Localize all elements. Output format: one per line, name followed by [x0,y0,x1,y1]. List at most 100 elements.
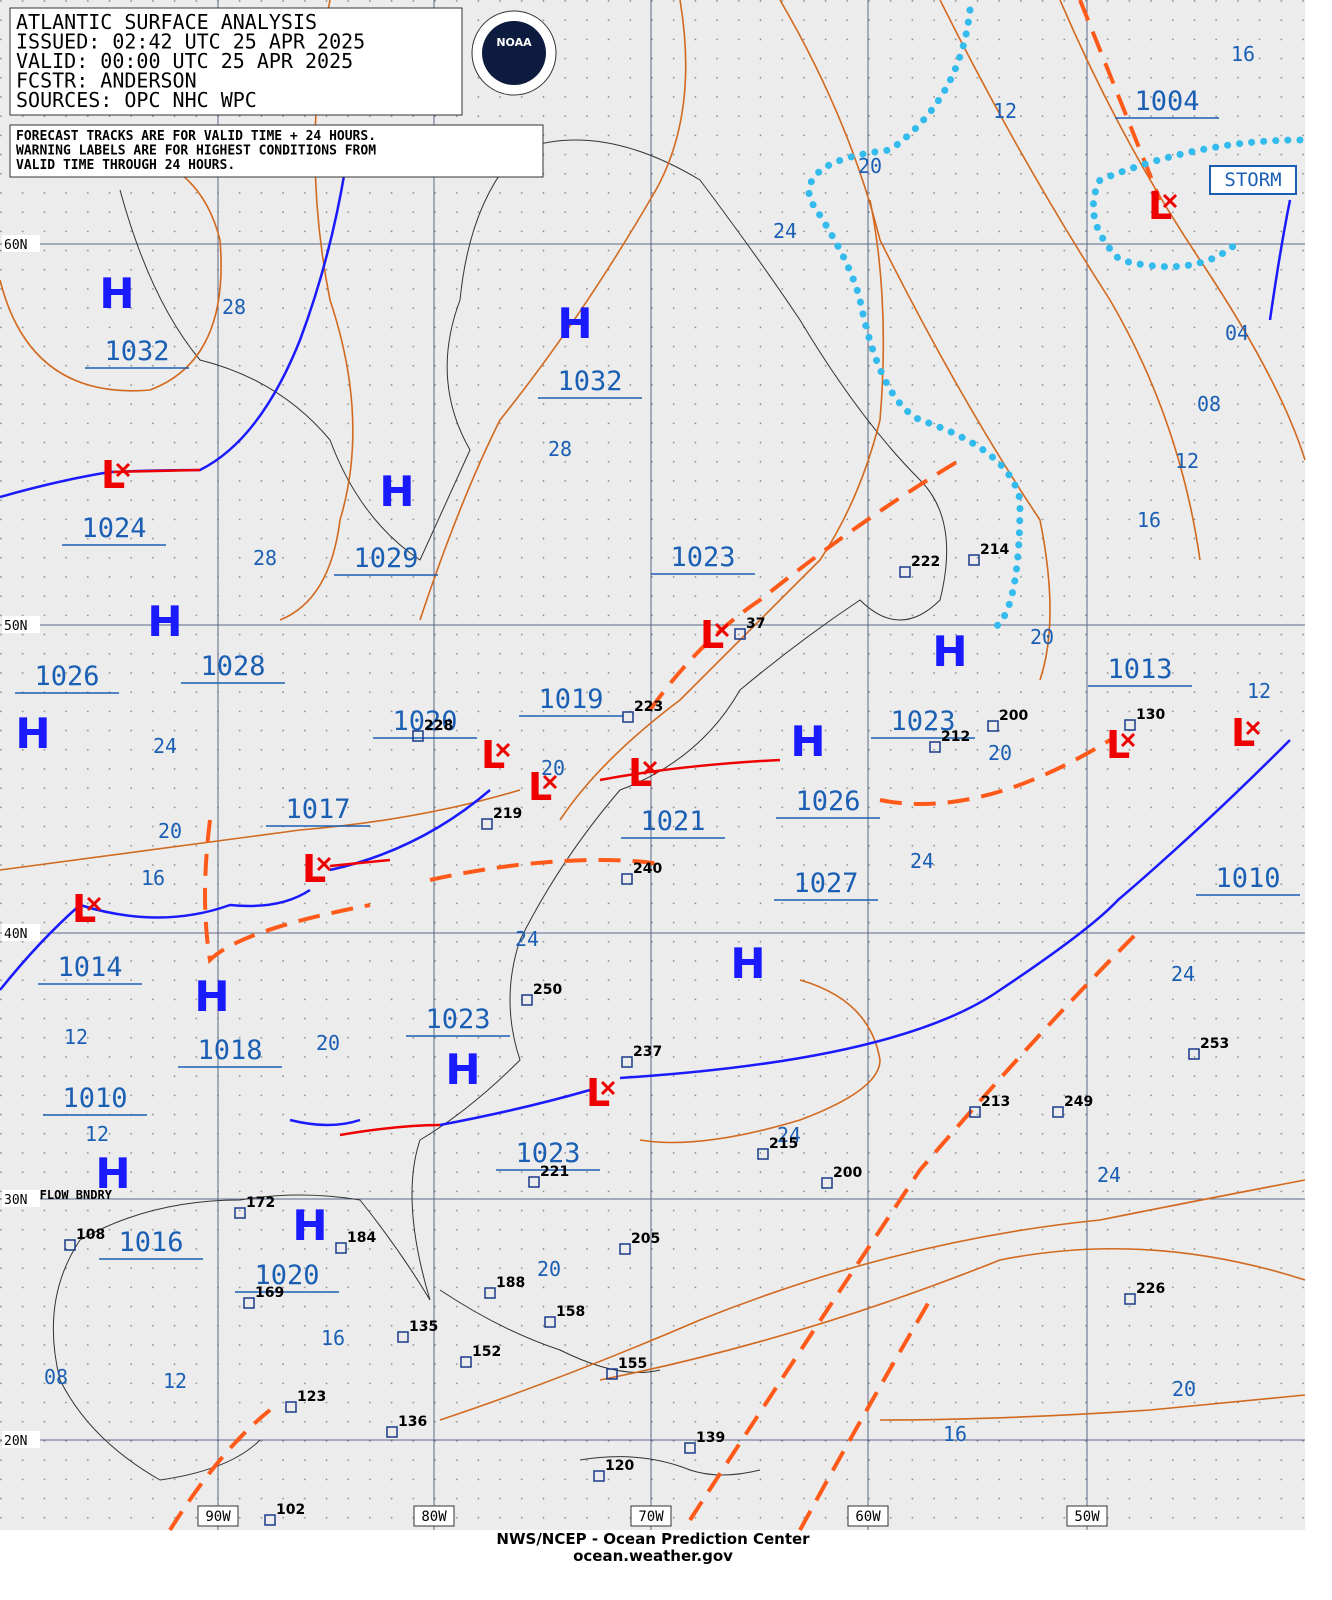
pressure-label: 1010 [1215,863,1280,894]
lon-label-box [197,1505,239,1527]
isobar-label: 24 [1171,962,1195,986]
station-pressure: 219 [493,806,522,822]
coastlines [52,139,948,1481]
pressure-label: 1024 [81,513,146,544]
station-pressure: 240 [633,861,662,877]
station-pressure: 169 [255,1285,284,1301]
pressure-label: 1010 [62,1083,127,1114]
pressure-label: 1032 [104,336,169,367]
header-line: ATLANTIC SURFACE ANALYSIS [16,10,317,34]
pressure-label: 1014 [57,952,122,983]
lat-label: 30N [4,1193,27,1208]
station-marker [1124,719,1136,731]
isobar-label: 24 [515,927,539,951]
low-center: L [1231,711,1255,755]
station-marker [622,711,634,723]
high-center: H [445,1045,480,1094]
station-pressure: 120 [605,1458,634,1474]
station-marker [412,730,424,742]
station-marker [484,1287,496,1299]
isobar-label: 28 [548,437,572,461]
header-line: VALID: 00:00 UTC 25 APR 2025 [16,49,353,73]
warning-label: STORM [1224,169,1281,191]
header-line: SOURCES: OPC NHC WPC [16,88,257,112]
pressure-label: 1029 [353,543,418,574]
note-line: WARNING LABELS ARE FOR HIGHEST CONDITION… [16,144,376,159]
station-pressure: 123 [297,1389,326,1405]
station-pressure: 237 [633,1044,662,1060]
pressure-label: 1019 [538,684,603,715]
isobar-label: 08 [1197,392,1221,416]
header-line: ISSUED: 02:42 UTC 25 APR 2025 [16,30,365,54]
high-center: H [379,467,414,516]
isobar-label: 12 [1247,679,1271,703]
station-marker [234,1207,246,1219]
low-center: L [700,613,724,657]
high-center: H [790,717,825,766]
lon-label: 50W [1074,1509,1100,1525]
station-marker [929,741,941,753]
lat-label-box [2,235,40,252]
station-pressure: 188 [496,1275,525,1291]
low-cross [642,760,658,776]
station-pressure: 102 [276,1502,305,1518]
pressure-label: 1023 [515,1138,580,1169]
isobar-label: 12 [85,1122,109,1146]
isobar-label: 12 [64,1025,88,1049]
station-marker [987,720,999,732]
isobar-label: 28 [222,295,246,319]
isobar-label: 20 [1172,1377,1196,1401]
isobar-label: 12 [993,99,1017,123]
station-pressure: 228 [424,718,453,734]
station-marker [1188,1048,1200,1060]
station-marker [968,554,980,566]
lat-label: 50N [4,619,27,634]
warm-fronts [112,468,781,1137]
low-cross [316,856,332,872]
station-pressure: 155 [618,1356,647,1372]
isobar-label: 12 [1175,449,1199,473]
station-pressure: 250 [533,982,562,998]
low-cross [1245,720,1261,736]
high-center: H [932,627,967,676]
station-marker [621,873,633,885]
lon-label: 60W [855,1509,881,1525]
isobar-label: 20 [858,154,882,178]
station-marker [264,1514,276,1526]
isobar-label: 16 [943,1422,967,1446]
station-pressure: 226 [1136,1281,1165,1297]
lat-label: 20N [4,1434,27,1449]
station-pressure: 152 [472,1344,501,1360]
station-marker [386,1426,398,1438]
low-cross [600,1080,616,1096]
station-pressure: 249 [1064,1094,1093,1110]
station-pressure: 214 [980,542,1009,558]
isobar-label: 16 [1231,42,1255,66]
isobar-label: 20 [1030,625,1054,649]
high-center: H [557,299,592,348]
ice-edge [805,6,1304,634]
station-marker [528,1176,540,1188]
pressure-label: 1004 [1134,86,1199,117]
lat-label-box [2,1190,40,1207]
pressure-label: 1021 [640,806,705,837]
station-pressure: 108 [76,1227,105,1243]
pressure-label: 1026 [795,786,860,817]
pressure-label: 1013 [1107,654,1172,685]
low-center: L [481,733,505,777]
station-marker [544,1316,556,1328]
low-center: L [586,1071,610,1115]
isobar-label: 24 [1097,1163,1121,1187]
low-center: L [628,751,652,795]
low-cross [115,462,131,478]
station-marker [606,1368,618,1380]
isobar-label: 24 [777,1123,801,1147]
high-center: H [147,597,182,646]
isobars [0,0,1306,1421]
isobar-label: 16 [1137,508,1161,532]
station-pressure: 135 [409,1319,438,1335]
low-cross [1162,193,1178,209]
station-marker [621,1056,633,1068]
